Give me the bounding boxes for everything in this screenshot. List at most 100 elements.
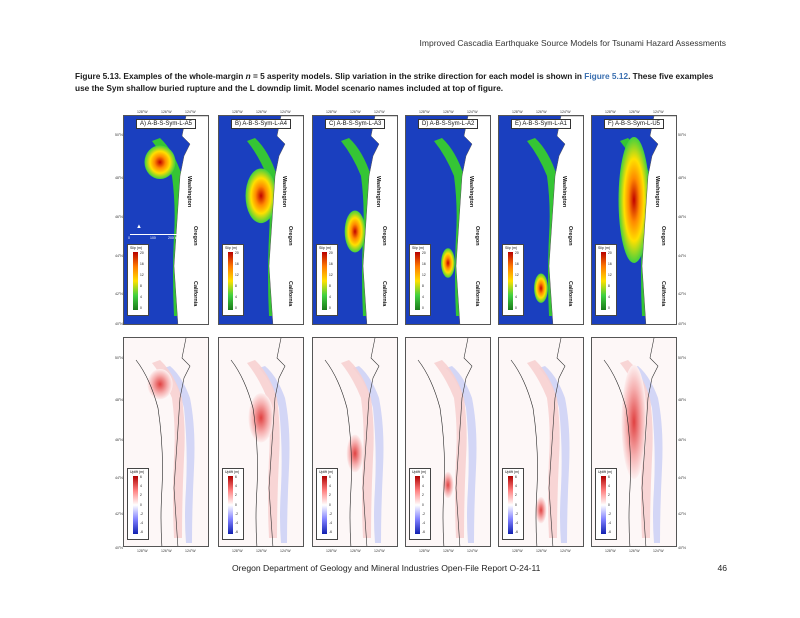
subsidence-zone: [353, 366, 384, 543]
uplift-legend: Uplift (m) 6 4 2 0 -2 -4 -6: [409, 468, 431, 540]
state-label-washington: Washington: [468, 176, 474, 208]
uplift-tick: -2: [608, 511, 611, 516]
slip-tick: 4: [608, 295, 610, 299]
latitude-label: 50°N: [678, 133, 686, 137]
scale-bar-label: 100: [150, 236, 156, 240]
coastline: [268, 338, 286, 546]
longitude-label: 128°W: [326, 110, 337, 114]
uplift-tick: 0: [515, 502, 517, 507]
scale-bar-label: 200 km: [168, 236, 180, 240]
slip-legend-title: Slip (m): [130, 246, 143, 250]
latitude-label: 42°N: [678, 512, 686, 516]
slip-legend-title: Slip (m): [412, 246, 425, 250]
asperity: [344, 210, 366, 253]
land-area: [455, 116, 490, 324]
longitude-label: 126°W: [443, 110, 454, 114]
uplift-tick: -6: [515, 530, 518, 535]
state-label-california: California: [381, 281, 387, 307]
uplift-legend: Uplift (m) 6 4 2 0 -2 -4 -6: [595, 468, 617, 540]
state-label-washington: Washington: [281, 176, 287, 208]
state-label-oregon: Oregon: [567, 226, 573, 246]
uplift-zone: [341, 360, 374, 538]
state-label-oregon: Oregon: [192, 226, 198, 246]
figure-caption: Figure 5.13. Examples of the whole-margi…: [75, 70, 725, 94]
subsidence-zone: [164, 366, 195, 543]
latitude-label: 44°N: [678, 476, 686, 480]
slip-tick: 8: [422, 284, 424, 288]
land-area: [641, 116, 676, 324]
uplift-asperity: [535, 496, 547, 524]
uplift-colorbar: [322, 476, 327, 534]
longitude-label: 128°W: [326, 549, 337, 553]
north-arrow-icon: ▲: [136, 224, 142, 230]
longitude-label: 126°W: [256, 549, 267, 553]
slip-map: D) A-B-S-Sym-L-A2 Washington Oregon Califor…: [405, 115, 491, 325]
land-area: [268, 116, 303, 324]
figure-link[interactable]: Figure 5.12: [584, 71, 629, 81]
uplift-asperity: [442, 471, 454, 499]
uplift-tick: 4: [140, 484, 142, 489]
slip-map: A) A-B-S-Sym-L-A5 Washington Oregon Califor…: [123, 115, 209, 325]
slip-colorbar: [228, 252, 233, 310]
slip-tick: 20: [515, 251, 519, 255]
asperity: [144, 145, 176, 179]
uplift-colorbar: [508, 476, 513, 534]
uplift-map: Uplift (m) 6 4 2 0 -2 -4 -6: [123, 337, 209, 547]
uplift-tick: 4: [329, 484, 331, 489]
uplift-map: Uplift (m) 6 4 2 0 -2 -4 -6: [498, 337, 584, 547]
uplift-map-graphic: [230, 338, 290, 546]
latitude-label: 44°N: [678, 254, 686, 258]
slip-tick: 4: [329, 295, 331, 299]
state-label-california: California: [660, 281, 666, 307]
slip-colorbar: [508, 252, 513, 310]
trench-line: [135, 359, 163, 546]
slip-tick: 12: [329, 273, 333, 277]
state-label-oregon: Oregon: [474, 226, 480, 246]
latitude-label: 50°N: [678, 356, 686, 360]
uplift-tick: -4: [422, 521, 425, 525]
slip-map-graphic: [341, 116, 397, 324]
slip-tick: 12: [515, 273, 519, 277]
coastline: [362, 338, 380, 546]
slip-map-graphic: [245, 116, 303, 324]
uplift-zone: [152, 360, 185, 538]
footer-report: Oregon Department of Geology and Mineral…: [232, 563, 541, 573]
slip-colorbar: [133, 252, 138, 310]
state-label-oregon: Oregon: [287, 226, 293, 246]
uplift-asperity: [248, 393, 274, 443]
subsidence-zone: [632, 366, 663, 543]
uplift-colorbar: [133, 476, 138, 534]
land-area: [173, 116, 208, 324]
latitude-label: 48°N: [115, 398, 123, 402]
uplift-legend-title: Uplift (m): [412, 470, 427, 474]
slip-tick: 12: [140, 273, 144, 277]
slip-tick: 4: [515, 295, 517, 299]
uplift-zone: [434, 360, 467, 538]
coastline: [548, 338, 566, 546]
uplift-map: Uplift (m) 6 4 2 0 -2 -4 -6: [591, 337, 677, 547]
caption-middle: = 5 asperity models. Slip variation in t…: [250, 71, 585, 81]
subsidence-zone: [259, 366, 290, 543]
slip-legend: Slip (m) 20 16 12 8 4 0: [127, 244, 149, 316]
uplift-tick: 2: [140, 493, 142, 498]
longitude-label: 124°W: [653, 549, 664, 553]
longitude-label: 128°W: [232, 549, 243, 553]
state-label-california: California: [567, 281, 573, 307]
latitude-label: 40°N: [115, 322, 123, 326]
asperity: [245, 168, 277, 224]
uplift-tick: -6: [329, 530, 332, 535]
slip-map-graphic: [434, 116, 490, 324]
uplift-map: Uplift (m) 6 4 2 0 -2 -4 -6: [218, 337, 304, 547]
uplift-tick: -6: [235, 530, 238, 535]
uplift-legend: Uplift (m) 6 4 2 0 -2 -4 -6: [316, 468, 338, 540]
trench-line: [230, 359, 258, 546]
uplift-tick: 4: [422, 484, 424, 489]
latitude-label: 46°N: [115, 215, 123, 219]
uplift-tick: -4: [515, 521, 518, 525]
slip-tick: 8: [329, 284, 331, 288]
uplift-tick: 2: [329, 493, 331, 498]
uplift-tick: -6: [608, 530, 611, 535]
asperity: [534, 273, 548, 303]
uplift-map: Uplift (m) 6 4 2 0 -2 -4 -6: [312, 337, 398, 547]
longitude-label: 126°W: [161, 110, 172, 114]
